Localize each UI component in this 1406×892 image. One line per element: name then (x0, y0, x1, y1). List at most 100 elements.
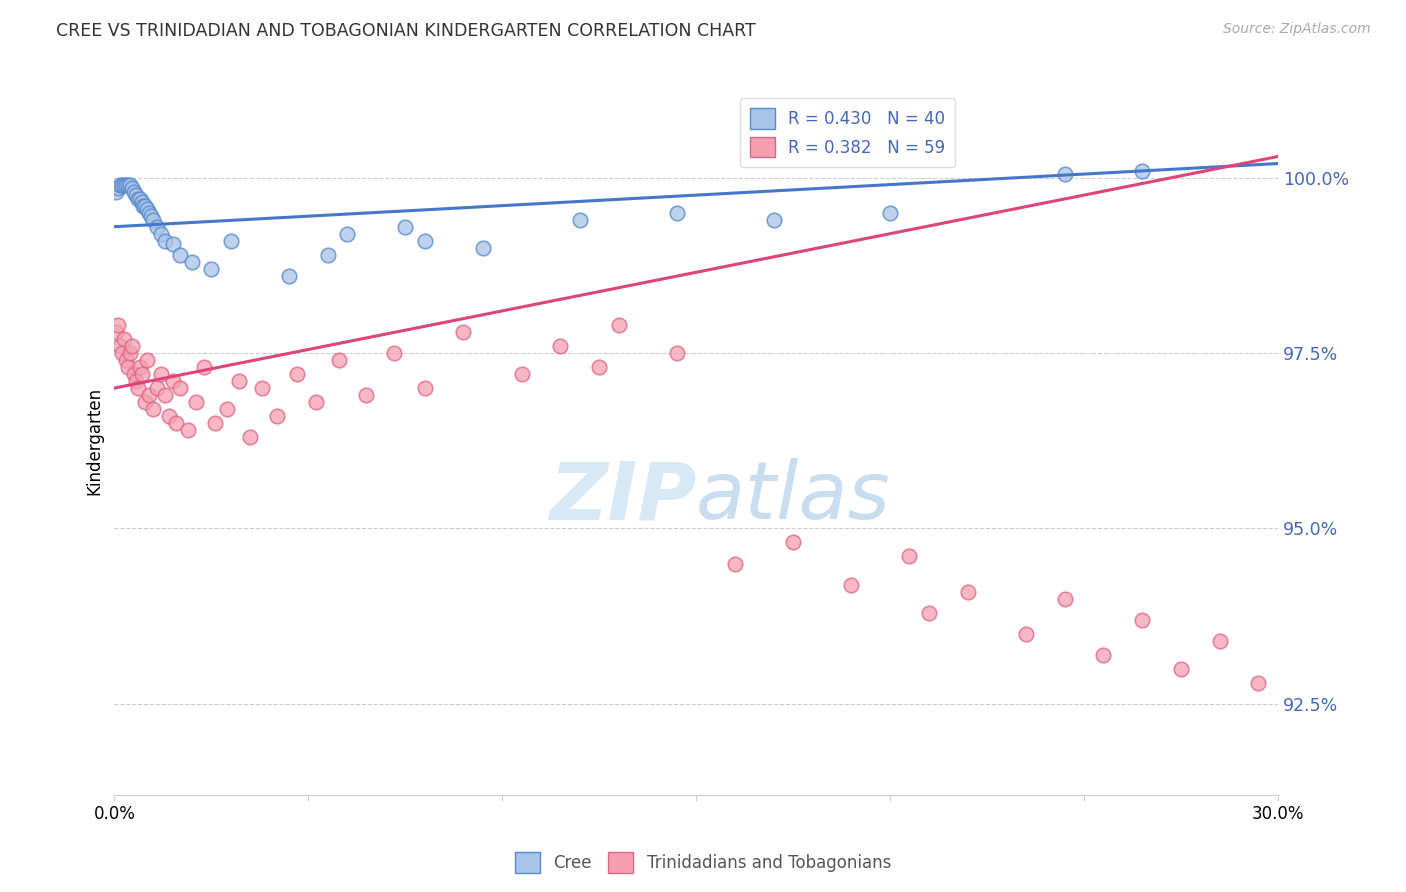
Point (115, 353, 138, 368)
Point (1015, 626, 1038, 640)
Point (316, 248, 339, 262)
Legend: Cree, Trinidadians and Tobagonians: Cree, Trinidadians and Tobagonians (508, 846, 898, 880)
Point (200, 261, 222, 276)
Point (413, 381, 436, 395)
Point (105, 185, 128, 199)
Point (117, 178, 139, 192)
Point (1053, 591, 1076, 606)
Point (131, 367, 153, 381)
Point (1130, 163, 1153, 178)
Point (118, 346, 141, 360)
Point (127, 192, 149, 206)
Point (568, 212, 591, 227)
Point (149, 227, 172, 241)
Y-axis label: Kindergarten: Kindergarten (86, 386, 103, 495)
Point (118, 178, 141, 192)
Point (177, 423, 200, 437)
Point (134, 395, 156, 409)
Point (128, 359, 150, 374)
Point (277, 268, 299, 283)
Point (107, 181, 129, 195)
Point (162, 374, 184, 388)
Point (138, 205, 160, 219)
Point (166, 416, 188, 430)
Point (142, 212, 165, 227)
Point (918, 606, 941, 620)
Point (115, 178, 138, 192)
Point (193, 359, 215, 374)
Point (125, 374, 148, 388)
Point (956, 584, 979, 599)
Point (762, 212, 785, 227)
Point (112, 332, 135, 346)
Point (328, 353, 350, 368)
Point (219, 234, 242, 248)
Point (394, 219, 416, 234)
Point (110, 178, 132, 192)
Point (550, 339, 572, 353)
Point (134, 199, 156, 213)
Point (146, 219, 169, 234)
Point (149, 367, 172, 381)
Point (250, 381, 273, 395)
Point (121, 339, 143, 353)
Point (112, 178, 135, 192)
Point (131, 195, 153, 210)
Point (336, 227, 359, 241)
Point (1092, 648, 1115, 662)
Text: Source: ZipAtlas.com: Source: ZipAtlas.com (1223, 22, 1371, 37)
Point (111, 178, 134, 192)
Point (121, 181, 143, 195)
Point (879, 205, 901, 219)
Point (141, 209, 163, 223)
Point (356, 388, 378, 402)
Point (607, 318, 630, 332)
Point (228, 374, 250, 388)
Point (127, 381, 149, 395)
Point (162, 237, 184, 252)
Point (181, 254, 204, 268)
Point (1130, 613, 1153, 627)
Point (122, 367, 145, 381)
Point (413, 234, 436, 248)
Point (839, 577, 862, 591)
Point (111, 346, 134, 360)
Point (1247, 675, 1270, 690)
Point (128, 192, 150, 206)
Point (1170, 662, 1192, 676)
Text: CREE VS TRINIDADIAN AND TOBAGONIAN KINDERGARTEN CORRELATION CHART: CREE VS TRINIDADIAN AND TOBAGONIAN KINDE… (56, 22, 756, 40)
Point (136, 353, 159, 368)
Point (215, 402, 238, 417)
Point (724, 557, 747, 571)
Text: ZIP: ZIP (548, 458, 696, 536)
Point (285, 367, 308, 381)
Point (157, 409, 180, 424)
Point (665, 346, 688, 360)
Point (153, 234, 176, 248)
Point (169, 381, 191, 395)
Point (125, 188, 148, 202)
Point (117, 359, 139, 374)
Point (898, 549, 921, 564)
Point (110, 339, 132, 353)
Point (1208, 633, 1230, 648)
Point (142, 402, 165, 417)
Point (665, 205, 688, 219)
Point (169, 248, 191, 262)
Text: atlas: atlas (696, 458, 891, 536)
Legend: R = 0.430   N = 40, R = 0.382   N = 59: R = 0.430 N = 40, R = 0.382 N = 59 (740, 98, 955, 167)
Point (471, 241, 494, 255)
Point (132, 199, 155, 213)
Point (266, 409, 288, 424)
Point (305, 395, 328, 409)
Point (138, 388, 160, 402)
Point (588, 359, 610, 374)
Point (122, 185, 145, 199)
Point (105, 325, 128, 339)
Point (239, 430, 262, 444)
Point (107, 318, 129, 332)
Point (204, 416, 226, 430)
Point (146, 381, 169, 395)
Point (153, 388, 176, 402)
Point (382, 346, 405, 360)
